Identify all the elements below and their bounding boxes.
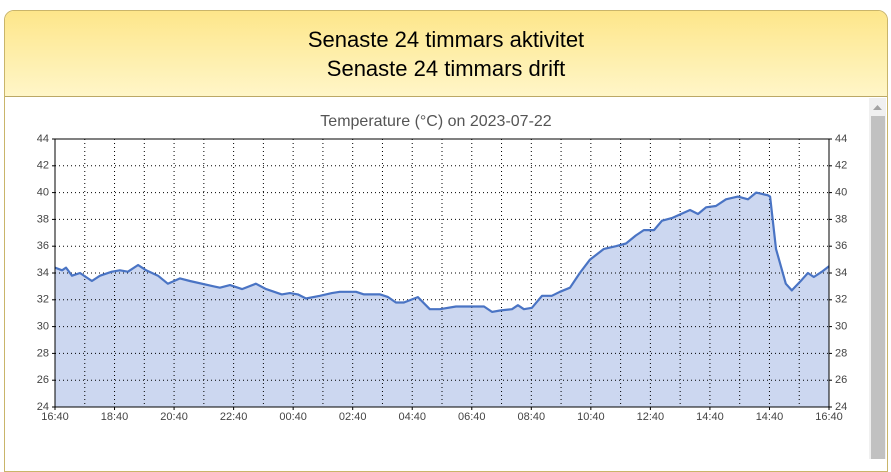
y2-tick-label: 44	[835, 133, 847, 145]
x-tick-label: 10:40	[577, 411, 605, 423]
chart-title: Temperature (°C) on 2023-07-22	[320, 113, 552, 130]
y-tick-label: 42	[37, 160, 49, 172]
y2-tick-label: 24	[835, 401, 847, 413]
x-tick-label: 12:40	[637, 411, 665, 423]
y-tick-label: 36	[37, 240, 49, 252]
x-tick-label: 20:40	[160, 411, 188, 423]
y-tick-label: 34	[37, 267, 49, 279]
y2-tick-label: 40	[835, 187, 847, 199]
y-tick-label: 32	[37, 294, 49, 306]
x-tick-label: 14:40	[696, 411, 724, 423]
y-tick-label: 38	[37, 213, 49, 225]
x-tick-label: 02:40	[339, 411, 367, 423]
y2-tick-label: 38	[835, 213, 847, 225]
y-tick-label: 44	[37, 133, 49, 145]
y2-tick-label: 34	[835, 267, 847, 279]
header-line: Senaste 24 timmars drift	[326, 56, 566, 81]
x-tick-label: 16:40	[41, 411, 69, 423]
y-tick-label: 24	[37, 401, 49, 413]
y2-tick-label: 42	[835, 160, 847, 172]
x-tick-label: 00:40	[279, 411, 307, 423]
x-tick-label: 18:40	[101, 411, 129, 423]
x-tick-label: 14:40	[756, 411, 784, 423]
y-tick-label: 30	[37, 321, 49, 333]
y-tick-label: 28	[37, 347, 49, 359]
y-tick-label: 26	[37, 374, 49, 386]
y2-tick-label: 26	[835, 374, 847, 386]
x-tick-label: 04:40	[398, 411, 426, 423]
x-tick-label: 08:40	[518, 411, 546, 423]
line	[54, 191, 830, 313]
x-tick-label: 16:40	[815, 411, 843, 423]
x-tick-label: 06:40	[458, 411, 486, 423]
page: Senaste 24 timmars aktivitet Senaste 24 …	[4, 10, 888, 472]
scrollbar-thumb[interactable]	[871, 116, 885, 459]
y2-tick-label: 36	[835, 240, 847, 252]
x-tick-label: 22:40	[220, 411, 248, 423]
header-line: Senaste 24 timmars aktivitet	[307, 27, 585, 52]
y-tick-label: 40	[37, 187, 49, 199]
y2-tick-label: 30	[835, 321, 847, 333]
y2-tick-label: 28	[835, 347, 847, 359]
chart: Temperature (°C) on 2023-07-22 24 24 26 26 2…	[37, 98, 886, 459]
scroll-up[interactable]	[873, 105, 882, 110]
panel: Senaste 24 timmars aktivitet Senaste 24 …	[4, 10, 888, 472]
header: Senaste 24 timmars aktivitet Senaste 24 …	[5, 11, 887, 97]
y2-tick-label: 32	[835, 294, 847, 306]
